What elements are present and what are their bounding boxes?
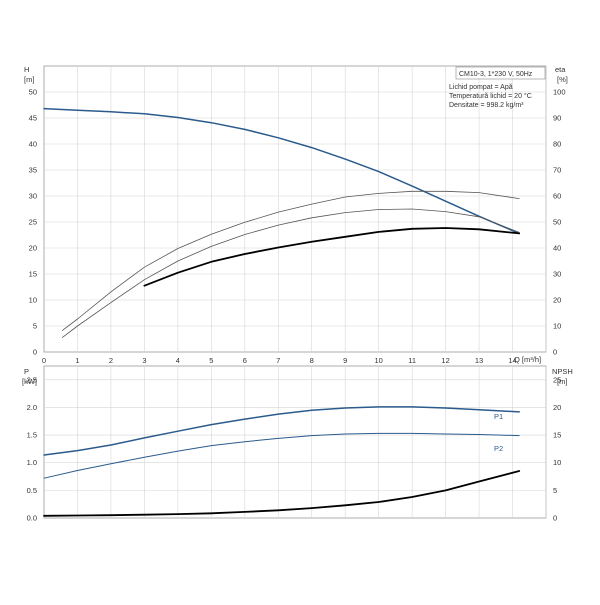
head-efficiency-panel: 0510152025303540455001020304050607080901… <box>24 65 568 365</box>
right-tick-label: 0 <box>553 514 557 523</box>
bottom-curves <box>43 406 521 517</box>
right-tick-label: 10 <box>553 322 561 331</box>
info-liquid: Lichid pompat = Apă <box>449 84 513 91</box>
left-tick-label: 1.5 <box>27 431 37 440</box>
x-tick-label: 12 <box>441 356 449 365</box>
x-tick-label: 2 <box>109 356 113 365</box>
left-tick-label: 15 <box>29 270 37 279</box>
curve-0-1 <box>143 227 521 287</box>
right-tick-label: 90 <box>553 114 561 123</box>
bottom-plot-area <box>43 365 547 519</box>
curve-0-2 <box>62 190 520 331</box>
left-tick-label: 0.5 <box>27 486 37 495</box>
curve-0-0 <box>43 107 520 235</box>
left-tick-label: 45 <box>29 114 37 123</box>
right-tick-label: 60 <box>553 192 561 201</box>
x-tick-label: 13 <box>475 356 483 365</box>
left-tick-label: 20 <box>29 244 37 253</box>
left-tick-label: 0.0 <box>27 514 37 523</box>
x-axis-label: Q [m³/h] <box>514 355 541 364</box>
info-temperature: Temperatură lichid = 20 °C <box>449 92 532 100</box>
left-tick-label: 5 <box>33 322 37 331</box>
power-npsh-panel: 0.0 0.5 1.0 1.5 2.0 2.5 0 5 10 15 20 25 P [kW] NPSH… <box>22 365 573 523</box>
curve-1-2 <box>43 470 521 517</box>
x-tick-label: 1 <box>75 356 79 365</box>
x-tick-label: 0 <box>42 356 46 365</box>
chart-title: CM10-3, 1*230 V, 50Hz <box>459 71 533 78</box>
bottom-left-axis-unit: [kW] <box>22 377 37 386</box>
right-tick-label: 0 <box>553 348 557 357</box>
right-tick-label: 25 <box>553 375 561 384</box>
left-tick-label: 25 <box>29 218 37 227</box>
left-tick-label: 0 <box>33 348 37 357</box>
title-box <box>455 66 546 80</box>
right-tick-label: 10 <box>553 458 561 467</box>
x-tick-label: 5 <box>209 356 213 365</box>
curve-1-0 <box>43 406 520 456</box>
left-tick-label: 40 <box>29 140 37 149</box>
top-right-axis-unit: [%] <box>557 75 568 84</box>
left-tick-label: 2.5 <box>27 375 37 384</box>
bottom-tick-labels: 0.0 0.5 1.0 1.5 2.0 2.5 0 5 10 15 20 25 <box>27 375 562 522</box>
bottom-right-axis-unit: [m] <box>557 377 567 386</box>
left-tick-label: 10 <box>29 296 37 305</box>
right-tick-label: 100 <box>553 88 566 97</box>
x-tick-label: 7 <box>276 356 280 365</box>
x-tick-label: 14 <box>508 356 516 365</box>
x-tick-label: 4 <box>176 356 180 365</box>
right-tick-label: 15 <box>553 431 561 440</box>
x-tick-label: 11 <box>408 356 416 365</box>
top-tick-labels: 0510152025303540455001020304050607080901… <box>29 88 566 366</box>
top-left-axis-label: H <box>24 65 29 74</box>
info-density: Densitate = 998.2 kg/m³ <box>449 102 524 109</box>
top-grid <box>44 66 547 352</box>
x-tick-label: 6 <box>243 356 247 365</box>
right-tick-label: 20 <box>553 296 561 305</box>
left-tick-label: 50 <box>29 88 37 97</box>
right-tick-label: 50 <box>553 218 561 227</box>
left-tick-label: 2.0 <box>27 403 37 412</box>
right-tick-label: 20 <box>553 403 561 412</box>
top-right-axis-label: eta <box>555 65 566 74</box>
left-tick-label: 1.0 <box>27 458 37 467</box>
left-tick-label: 35 <box>29 166 37 175</box>
series-label-p2: P2 <box>494 444 503 453</box>
series-label-p1: P1 <box>494 412 503 421</box>
curve-1-1 <box>43 432 520 479</box>
x-tick-label: 10 <box>374 356 382 365</box>
bottom-right-axis-label: NPSH <box>552 367 573 376</box>
x-tick-label: 3 <box>142 356 146 365</box>
top-left-axis-unit: [m] <box>24 75 34 84</box>
bottom-grid <box>44 366 547 518</box>
x-tick-label: 9 <box>343 356 347 365</box>
right-tick-label: 40 <box>553 244 561 253</box>
right-tick-label: 5 <box>553 486 557 495</box>
x-tick-label: 8 <box>310 356 314 365</box>
right-tick-label: 80 <box>553 140 561 149</box>
left-tick-label: 30 <box>29 192 37 201</box>
top-curves <box>43 107 521 338</box>
curve-0-3 <box>62 208 520 338</box>
right-tick-label: 30 <box>553 270 561 279</box>
right-tick-label: 70 <box>553 166 561 175</box>
bottom-left-axis-label: P <box>24 367 29 376</box>
